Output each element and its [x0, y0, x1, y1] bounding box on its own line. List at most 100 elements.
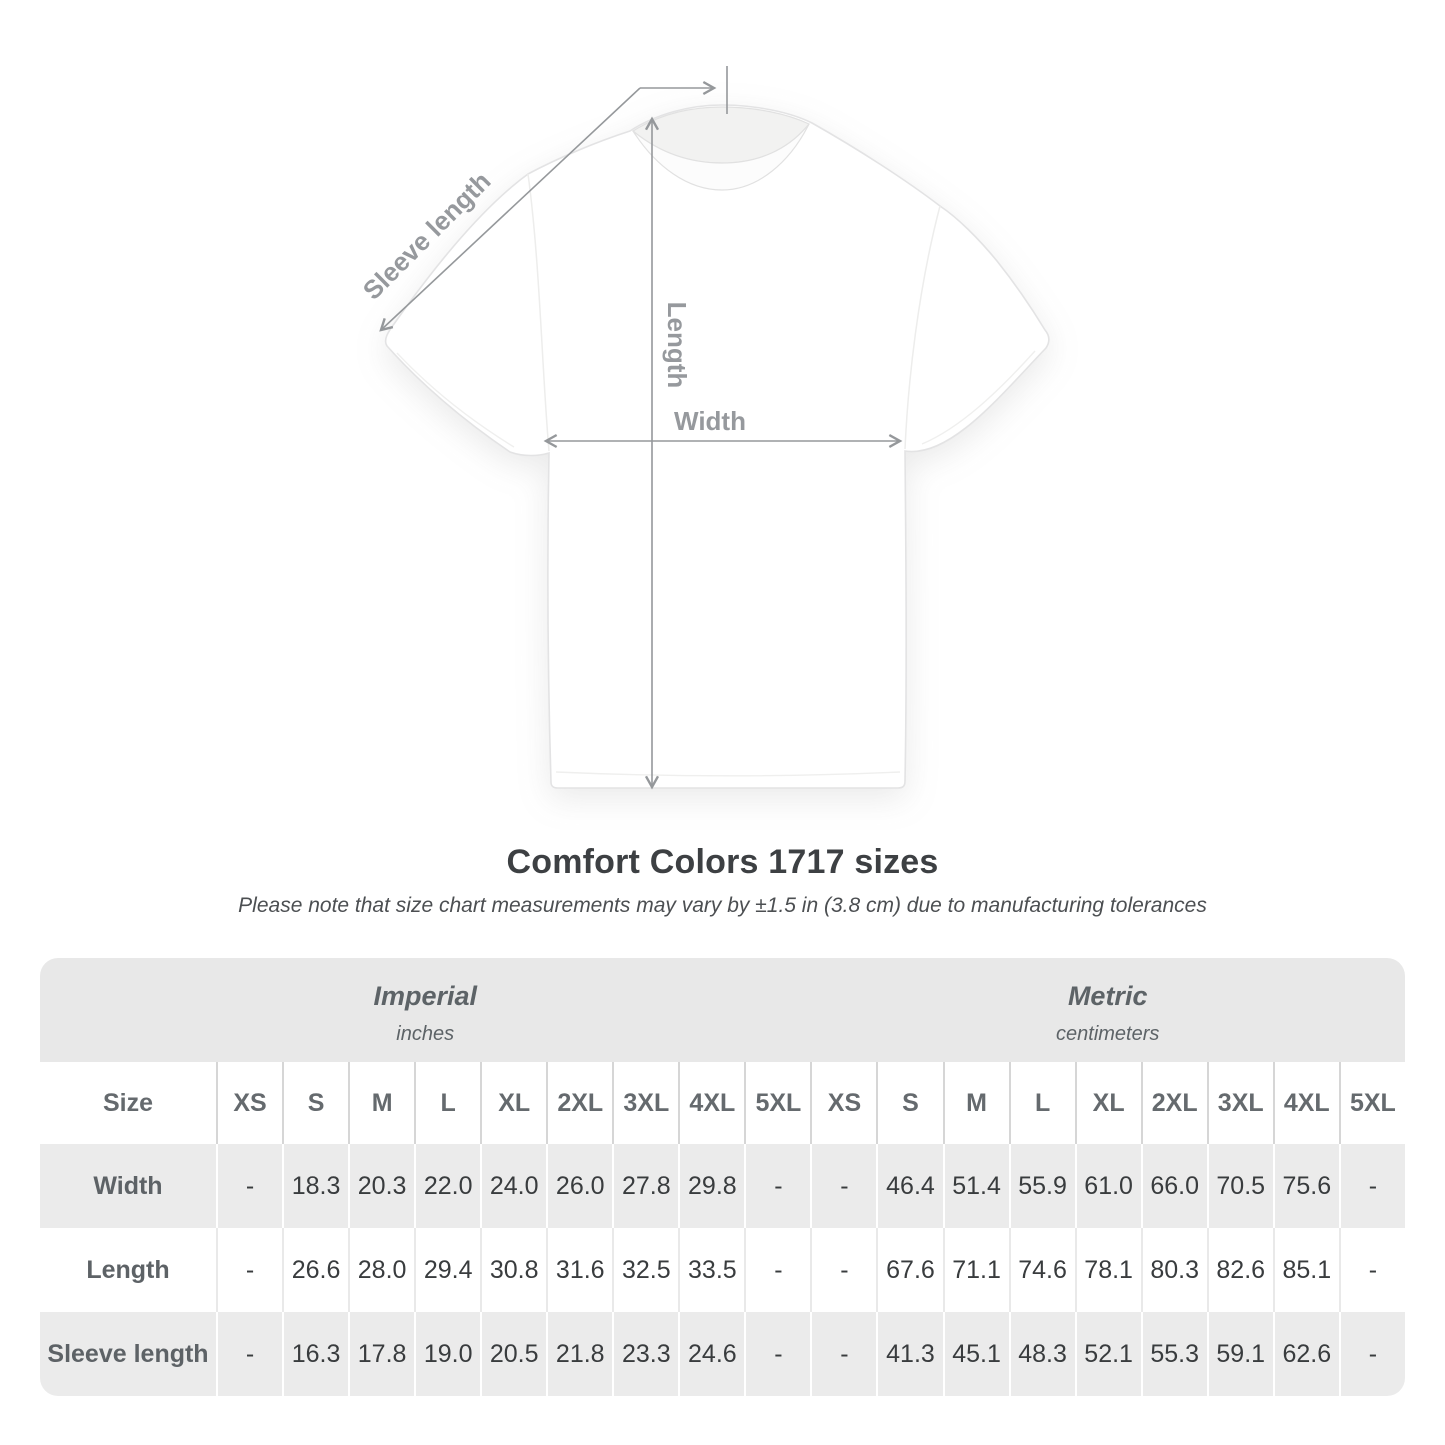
value-cell: 33.5 [678, 1228, 745, 1312]
value-cell: 17.8 [348, 1312, 415, 1396]
hem-seam [555, 771, 901, 777]
value-cell: 30.8 [480, 1228, 547, 1312]
value-cell: 19.0 [414, 1312, 481, 1396]
value-cell: 28.0 [348, 1228, 415, 1312]
size-col-header: XS [216, 1062, 283, 1144]
size-chart: Imperial inches Metric centimeters Size … [40, 958, 1405, 1396]
value-cell: 85.1 [1272, 1228, 1339, 1312]
value-cell: 29.8 [678, 1144, 745, 1228]
value-cell: - [810, 1312, 877, 1396]
length-row: Length - 26.6 28.0 29.4 30.8 31.6 32.5 3… [40, 1228, 1405, 1312]
left-armhole-seam [527, 173, 550, 452]
value-cell: 27.8 [612, 1144, 679, 1228]
size-header-row: Size XS S M L XL 2XL 3XL 4XL 5XL XS S M … [40, 1062, 1405, 1144]
value-cell: - [744, 1228, 811, 1312]
value-cell: 67.6 [876, 1228, 943, 1312]
metric-group-header: Metric centimeters [810, 958, 1405, 1062]
size-col-header: XS [810, 1062, 877, 1144]
value-cell: 52.1 [1074, 1312, 1141, 1396]
left-cuff-seam [396, 352, 515, 448]
value-cell: 18.3 [282, 1144, 349, 1228]
size-col-header: 2XL [1140, 1062, 1207, 1144]
size-col-header: 5XL [1338, 1062, 1405, 1144]
value-cell: 71.1 [942, 1228, 1009, 1312]
value-cell: 74.6 [1008, 1228, 1075, 1312]
value-cell: 20.5 [480, 1312, 547, 1396]
value-cell: 62.6 [1272, 1312, 1339, 1396]
width-label: Width [674, 406, 746, 436]
row-label: Length [40, 1228, 216, 1312]
row-label: Width [40, 1144, 216, 1228]
size-col-header: 3XL [612, 1062, 679, 1144]
value-cell: - [216, 1312, 283, 1396]
tolerance-note: Please note that size chart measurements… [238, 894, 1207, 917]
size-col-header: S [876, 1062, 943, 1144]
size-col-header: 4XL [1272, 1062, 1339, 1144]
size-col-header: S [282, 1062, 349, 1144]
imperial-group-unit: inches [396, 1022, 455, 1045]
collar-front-band [632, 123, 810, 191]
value-cell: 23.3 [612, 1312, 679, 1396]
value-cell: 32.5 [612, 1228, 679, 1312]
size-col-header: L [414, 1062, 481, 1144]
value-cell: 26.0 [546, 1144, 613, 1228]
size-table: Imperial inches Metric centimeters Size … [40, 958, 1405, 1396]
metric-group-title: Metric [1067, 980, 1148, 1011]
tshirt-body [384, 104, 1050, 789]
value-cell: 55.9 [1008, 1144, 1075, 1228]
value-cell: - [216, 1228, 283, 1312]
sleeve-arrow-diagonal [379, 87, 641, 332]
value-cell: - [744, 1144, 811, 1228]
right-armhole-seam [904, 205, 941, 450]
measurement-annotations [379, 66, 903, 790]
value-cell: - [1338, 1228, 1405, 1312]
page-title: Comfort Colors 1717 sizes [506, 843, 939, 881]
value-cell: 45.1 [942, 1312, 1009, 1396]
value-cell: 22.0 [414, 1144, 481, 1228]
imperial-group-title: Imperial [373, 980, 477, 1011]
tshirt-measurement-diagram: Sleeve length Length Width [357, 66, 1050, 790]
value-cell: 21.8 [546, 1312, 613, 1396]
value-cell: - [810, 1228, 877, 1312]
imperial-group-header: Imperial inches [40, 958, 811, 1062]
size-col-header: XL [480, 1062, 547, 1144]
size-header: Size [40, 1062, 216, 1144]
value-cell: 24.0 [480, 1144, 547, 1228]
value-cell: 78.1 [1074, 1228, 1141, 1312]
value-cell: 51.4 [942, 1144, 1009, 1228]
value-cell: 61.0 [1074, 1144, 1141, 1228]
value-cell: 66.0 [1140, 1144, 1207, 1228]
value-cell: 46.4 [876, 1144, 943, 1228]
value-cell: 82.6 [1206, 1228, 1273, 1312]
size-col-header: M [942, 1062, 1009, 1144]
value-cell: 75.6 [1272, 1144, 1339, 1228]
size-col-header: 5XL [744, 1062, 811, 1144]
value-cell: 55.3 [1140, 1312, 1207, 1396]
length-label: Length [662, 302, 692, 389]
value-cell: 31.6 [546, 1228, 613, 1312]
value-cell: 16.3 [282, 1312, 349, 1396]
sleeve-length-row: Sleeve length - 16.3 17.8 19.0 20.5 21.8… [40, 1312, 1405, 1396]
value-cell: 70.5 [1206, 1144, 1273, 1228]
metric-group-unit: centimeters [1056, 1022, 1160, 1045]
size-col-header: L [1008, 1062, 1075, 1144]
size-col-header: M [348, 1062, 415, 1144]
value-cell: 41.3 [876, 1312, 943, 1396]
value-cell: 26.6 [282, 1228, 349, 1312]
size-col-header: XL [1074, 1062, 1141, 1144]
value-cell: 48.3 [1008, 1312, 1075, 1396]
value-cell: 29.4 [414, 1228, 481, 1312]
value-cell: - [1338, 1312, 1405, 1396]
value-cell: 80.3 [1140, 1228, 1207, 1312]
value-cell: - [744, 1312, 811, 1396]
width-row: Width - 18.3 20.3 22.0 24.0 26.0 27.8 29… [40, 1144, 1405, 1228]
size-col-header: 3XL [1206, 1062, 1273, 1144]
size-col-header: 2XL [546, 1062, 613, 1144]
size-col-header: 4XL [678, 1062, 745, 1144]
unit-group-row: Imperial inches Metric centimeters [40, 958, 1405, 1062]
tshirt-illustration [384, 104, 1050, 789]
value-cell: 59.1 [1206, 1312, 1273, 1396]
value-cell: 20.3 [348, 1144, 415, 1228]
value-cell: - [1338, 1144, 1405, 1228]
